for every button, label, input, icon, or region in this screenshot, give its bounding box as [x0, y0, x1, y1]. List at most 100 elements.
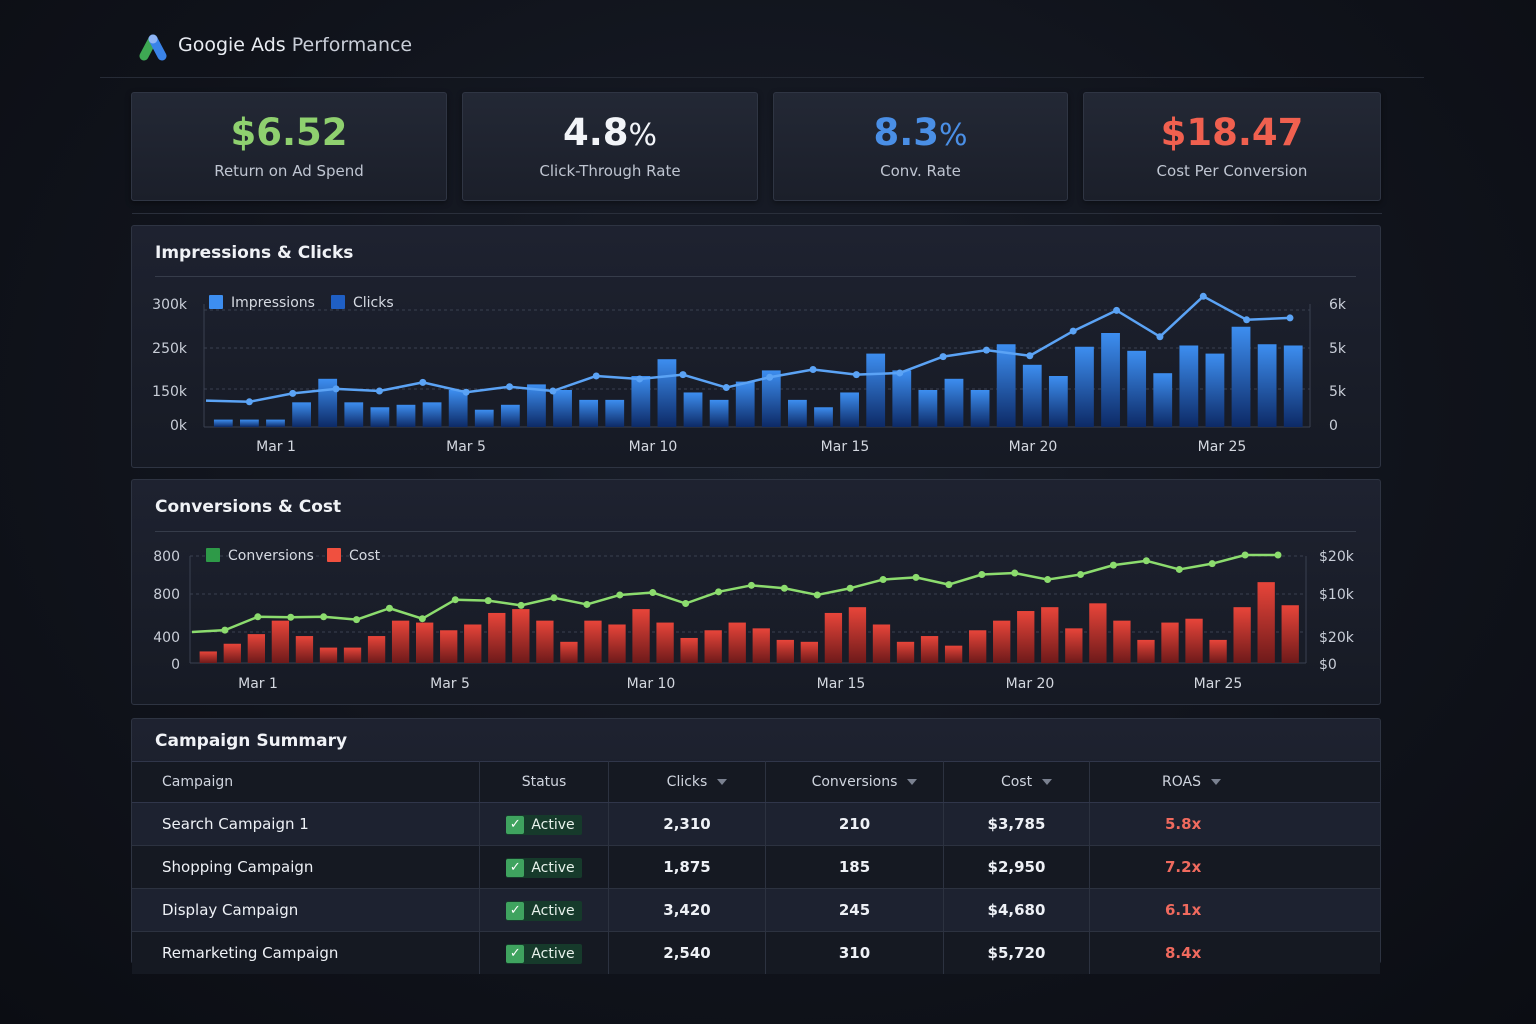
bar	[474, 409, 494, 427]
impressions-clicks-panel: Impressions & Clicks 300k 250k 150k 0k 6k 5k 5…	[131, 225, 1381, 468]
column-label: Status	[521, 774, 567, 790]
kpi-card-ctr: 4.8% Click-Through Rate	[462, 92, 758, 201]
check-icon: ✓	[506, 858, 525, 877]
kpi-label: Cost Per Conversion	[1156, 162, 1308, 180]
y-left-tick-label: 150k	[152, 384, 188, 400]
line-point	[747, 581, 755, 589]
y-left-tick-label: 800	[153, 587, 180, 603]
bar	[680, 637, 698, 663]
y-left-tick-label: 300k	[152, 297, 188, 313]
bar	[560, 641, 578, 663]
campaign-name[interactable]: Search Campaign 1	[132, 802, 480, 846]
bar	[1209, 639, 1227, 663]
bar	[1065, 628, 1083, 663]
y-left-tick-label: 400	[153, 630, 180, 646]
bar	[631, 376, 651, 427]
bar	[605, 399, 625, 427]
roas-value: 5.8x	[1165, 815, 1202, 833]
bar	[918, 390, 938, 427]
column-header-status[interactable]: Status	[479, 761, 609, 803]
line-point	[939, 353, 947, 361]
bar	[1205, 353, 1225, 427]
x-tick-label: Mar 20	[1006, 676, 1055, 692]
bar	[1075, 346, 1094, 427]
sort-caret-icon[interactable]	[1042, 779, 1053, 785]
bar	[1101, 333, 1120, 427]
impressions-clicks-chart: 300k 250k 150k 0k 6k 5k 5k 0 Mar 1 Mar 5 Mar 10 Mar…	[152, 292, 1347, 455]
line-point	[245, 398, 253, 406]
conversions-cost-chart: 800 800 400 0 $20k $10k $20k $0 Mar 1 Mar 5 Mar 10…	[153, 548, 1355, 692]
bar	[440, 630, 458, 663]
line-point	[221, 626, 229, 634]
y-right-tick-label: 5k	[1329, 341, 1347, 357]
line-point	[385, 604, 393, 612]
roas-cell: 8.4x	[1089, 931, 1380, 974]
bar	[788, 399, 807, 427]
line-point	[254, 613, 262, 621]
roas-value: 6.1x	[1165, 901, 1202, 919]
campaign-name[interactable]: Display Campaign	[132, 888, 480, 932]
campaign-name[interactable]: Shopping Campaign	[132, 845, 480, 889]
table-row[interactable]: Search Campaign 1 ✓ Active 2,310 210 $3,785 5.…	[132, 802, 1380, 846]
bar	[814, 407, 833, 427]
line-point	[1077, 571, 1085, 578]
table-row[interactable]: Remarketing Campaign ✓ Active 2,540 310 $5,72…	[132, 931, 1380, 974]
column-header-conversions[interactable]: Conversions	[765, 761, 944, 803]
bar	[1127, 350, 1147, 427]
app-header: Googie Ads Performance	[100, 20, 1424, 78]
line-point	[289, 389, 297, 397]
bar	[656, 622, 674, 663]
status-cell: ✓ Active	[479, 845, 609, 889]
bar	[370, 407, 390, 427]
bar	[512, 609, 530, 663]
line-point	[636, 375, 644, 383]
column-header-roas[interactable]: ROAS	[1089, 761, 1380, 803]
table-row[interactable]: Display Campaign ✓ Active 3,420 245 $4,680 6.1…	[132, 888, 1380, 932]
bar	[896, 641, 915, 663]
kpi-number: 8.3	[873, 111, 940, 154]
bar	[266, 419, 285, 427]
kpi-card-conv-rate: 8.3% Conv. Rate	[773, 92, 1068, 201]
bar	[1137, 639, 1155, 663]
status-text: Active	[531, 859, 575, 876]
bar	[800, 641, 819, 663]
column-label: Campaign	[162, 774, 234, 790]
app-title-bold: Googie Ads	[178, 34, 286, 56]
bar	[1283, 345, 1303, 427]
status-badge: ✓ Active	[506, 943, 582, 964]
column-label: Clicks	[666, 774, 708, 790]
y-right-tick-label: $10k	[1319, 587, 1355, 603]
y-right-tick-label: 6k	[1329, 297, 1347, 313]
column-header-campaign[interactable]: Campaign	[132, 761, 480, 803]
bar	[367, 636, 386, 663]
sort-caret-icon[interactable]	[717, 779, 728, 785]
sort-caret-icon[interactable]	[1210, 779, 1221, 785]
line-point	[320, 613, 328, 621]
column-header-clicks[interactable]: Clicks	[608, 761, 766, 803]
sort-caret-icon[interactable]	[907, 779, 918, 785]
line-point	[287, 613, 295, 621]
conversions-cell: 310	[765, 931, 944, 974]
line-point	[982, 346, 990, 354]
x-tick-label: Mar 15	[817, 676, 866, 692]
table-row[interactable]: Shopping Campaign ✓ Active 1,875 185 $2,950 7.…	[132, 845, 1380, 889]
cost-cell: $5,720	[943, 931, 1090, 974]
campaign-table: Campaign Status Clicks Conversions Cost …	[132, 761, 1380, 974]
bar	[536, 620, 554, 663]
bar	[1185, 618, 1203, 663]
line-point	[766, 373, 774, 381]
bar	[240, 419, 259, 427]
bar	[993, 620, 1011, 663]
bar	[579, 399, 599, 427]
bar	[872, 624, 891, 663]
column-header-cost[interactable]: Cost	[943, 761, 1090, 803]
x-tick-label: Mar 25	[1198, 439, 1247, 455]
bar	[1089, 603, 1107, 663]
campaign-name[interactable]: Remarketing Campaign	[132, 931, 480, 974]
column-label: Conversions	[811, 774, 898, 790]
line-point	[592, 372, 600, 380]
legend-label: Impressions	[231, 295, 315, 311]
status-cell: ✓ Active	[479, 802, 609, 846]
bar	[848, 607, 867, 663]
app-title: Googie Ads Performance	[178, 34, 412, 56]
